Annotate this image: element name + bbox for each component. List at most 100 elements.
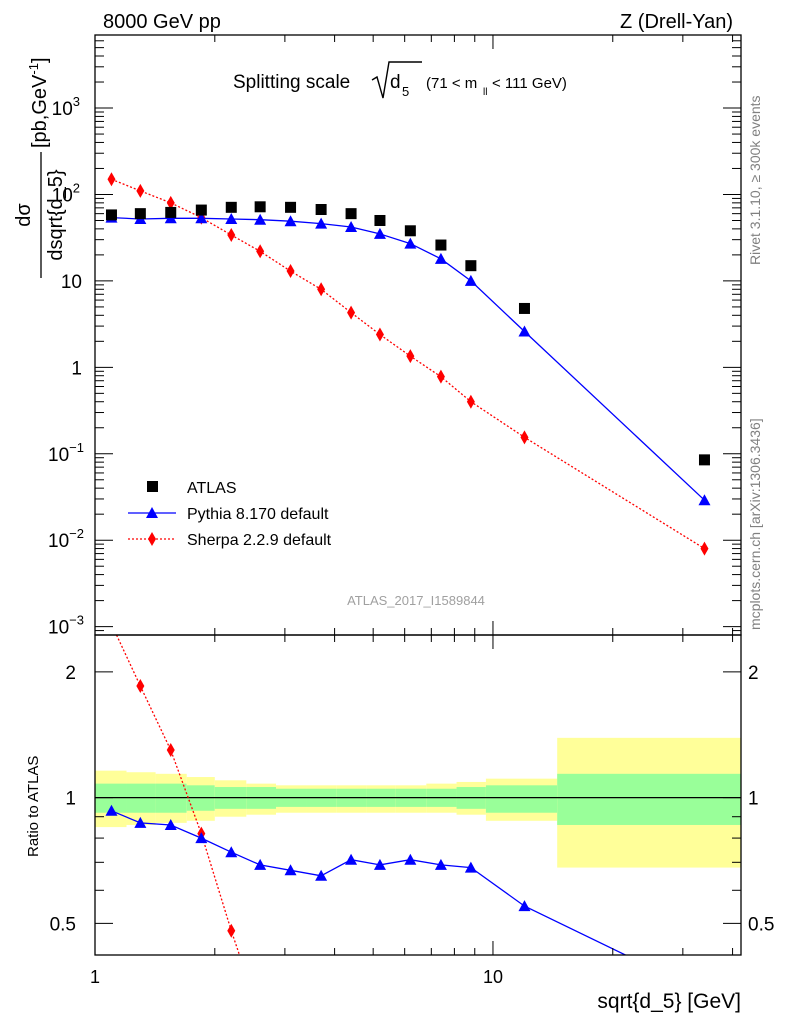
analysis-watermark: ATLAS_2017_I1589844 (347, 593, 485, 608)
ratio-pythia-point (195, 832, 208, 844)
ratio-sherpa-line (115, 635, 241, 955)
main-pythia-point (373, 227, 386, 239)
main-atlas-point (105, 209, 117, 221)
main-atlas-point (285, 201, 297, 213)
tick-exponent: 3 (73, 94, 80, 109)
main-sherpa-point (700, 541, 709, 556)
main-sherpa-point (286, 264, 295, 279)
main-sherpa-point (166, 195, 175, 210)
main-y-tick-label: 10−1 (48, 440, 84, 466)
ratio-pythia-point (134, 816, 147, 828)
main-atlas-point (374, 214, 386, 226)
main-pythia-point (518, 325, 531, 337)
legend-atlas-label: ATLAS (187, 480, 237, 497)
plot-title-range-b: < 111 GeV) (492, 75, 567, 92)
main-pythia-point (464, 274, 477, 286)
ratio-y-tick-label-right: 1 (748, 789, 759, 810)
main-ylabel-num: dσ (13, 203, 35, 227)
ratio-pythia-point (254, 858, 267, 870)
ratio-frame (94, 634, 742, 956)
main-pythia-point (434, 252, 447, 264)
tick-base: 10 (52, 185, 73, 206)
band-inner-bin (557, 773, 741, 825)
sqrt-symbol (371, 61, 422, 99)
main-y-tick-label: 10−2 (48, 526, 84, 552)
ratio-uncertainty-band (95, 737, 741, 868)
main-sherpa-point (256, 244, 265, 259)
legend-atlas-marker (147, 481, 158, 492)
legend: ATLAS Pythia 8.170 default Sherpa 2.2.9 … (128, 480, 332, 549)
main-pythia-point (404, 237, 417, 249)
plot-title-prefix: Splitting scale (233, 72, 350, 93)
main-atlas-point (698, 454, 710, 466)
main-sherpa-point (466, 394, 475, 409)
main-sherpa-point (136, 183, 145, 198)
tick-base: 10 (48, 531, 69, 552)
ratio-ylabel: Ratio to ATLAS (25, 756, 42, 857)
x-tick-label: 1 (90, 967, 100, 987)
main-ylabel-den: dsqrt{d_5} (45, 169, 67, 261)
tick-exponent: 2 (73, 180, 80, 195)
tick-exponent: −1 (69, 440, 84, 455)
legend-sherpa-label: Sherpa 2.2.9 default (187, 532, 332, 549)
ratio-pythia-point (315, 869, 328, 881)
main-atlas-point (404, 225, 416, 237)
main-ylabel: dσ dsqrt{d_5} [pb,GeV-1] (13, 57, 67, 278)
ratio-pythia-point (373, 858, 386, 870)
axes-frames (94, 34, 742, 956)
rivet-label: Rivet 3.1.10, ≥ 300k events (747, 95, 763, 265)
main-atlas-point (345, 208, 357, 220)
tick-base: 10 (48, 618, 69, 639)
legend-pythia-label: Pythia 8.170 default (187, 506, 329, 523)
ratio-sherpa-point (227, 923, 236, 938)
main-sherpa-point (227, 227, 236, 242)
main-pythia-point (284, 215, 297, 227)
main-ylabel-unit: [pb,GeV-1] (26, 57, 51, 148)
plot-title-sqrt-sub: 5 (402, 84, 409, 99)
main-ylabel-unit-b: ] (29, 57, 51, 63)
ratio-pythia-point (464, 861, 477, 873)
main-atlas-point (315, 204, 327, 216)
ratio-sherpa-point (256, 1009, 264, 1023)
ratio-pythia-point (164, 818, 177, 830)
ratio-sherpa-point (136, 678, 145, 693)
main-pythia-point (254, 213, 267, 225)
ratio-pythia-point (345, 853, 358, 865)
main-atlas-point (225, 201, 237, 213)
main-atlas-point (165, 206, 177, 218)
legend-sherpa-marker (148, 532, 156, 546)
main-atlas-point (435, 239, 447, 251)
plot-title-range-a: (71 < m (426, 75, 477, 92)
main-pythia-point (195, 212, 208, 224)
main-pythia-point (225, 213, 238, 225)
ratio-pythia-point (225, 846, 238, 858)
x-tick-label: 10 (483, 967, 503, 987)
tick-base: 10 (52, 99, 73, 120)
main-atlas-point (465, 260, 477, 272)
ratio-pythia-point (434, 858, 447, 870)
main-pythia-point (315, 217, 328, 229)
main-atlas-point (134, 208, 146, 220)
ratio-y-tick-label-right: 0.5 (748, 914, 774, 935)
tick-exponent: −3 (69, 613, 84, 628)
ratio-y-tick-label-right: 2 (748, 663, 759, 684)
main-sherpa-point (107, 172, 116, 187)
main-pythia-point (345, 221, 358, 233)
main-y-tick-label: 10 (61, 272, 82, 293)
main-y-tick-label: 103 (52, 94, 80, 120)
legend-pythia-marker (146, 507, 158, 518)
series-markers (105, 172, 711, 1023)
x-axis-label: sqrt{d_5} [GeV] (597, 990, 741, 1013)
main-sherpa-point (520, 430, 529, 445)
tick-base: 10 (48, 445, 69, 466)
mcplots-label: mcplots.cern.ch [arXiv:1306.3436] (747, 418, 763, 630)
main-y-tick-label: 1 (71, 358, 82, 379)
plot-title-sqrt-arg: d (390, 72, 401, 93)
ratio-pythia-point (518, 900, 531, 912)
main-sherpa-point (406, 349, 415, 364)
tick-exponent: −2 (69, 526, 84, 541)
ratio-y-tick-label-left: 1 (65, 789, 76, 810)
ratio-sherpa-point (166, 742, 175, 757)
header-right: Z (Drell-Yan) (620, 11, 733, 33)
